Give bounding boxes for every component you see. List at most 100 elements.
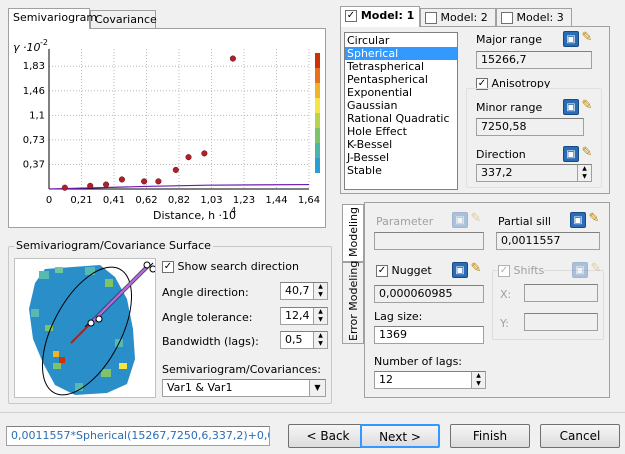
nugget-checkbox[interactable]: ✓	[376, 265, 388, 277]
model-type-item[interactable]: Spherical	[345, 47, 457, 60]
direction-handle[interactable]	[87, 319, 95, 327]
parameter-field	[374, 232, 484, 250]
shift-x-label: X:	[500, 288, 512, 301]
show-search-label: Show search direction	[177, 260, 299, 273]
back-button[interactable]: < Back	[288, 424, 368, 448]
tab-covariance-label: Covariance	[95, 13, 157, 26]
num-lags-value: 12	[379, 373, 393, 386]
data-point	[185, 154, 192, 161]
tab-model-1[interactable]: ✓ Model: 1	[340, 6, 420, 27]
vtab-modeling[interactable]: Modeling	[342, 204, 364, 262]
show-search-checkbox[interactable]: ✓	[162, 261, 174, 273]
model-type-list[interactable]: Circular Spherical Tetraspherical Pentasphe…	[344, 32, 458, 190]
shifts-label: Shifts	[513, 264, 545, 277]
next-button[interactable]: Next >	[360, 424, 440, 448]
direction-spinner[interactable]: ▲ ▼	[577, 165, 591, 181]
x-tick-label: 0,62	[135, 195, 157, 206]
model-type-item[interactable]: J-Bessel	[347, 151, 390, 164]
semicov-select[interactable]: Var1 & Var1 ▼	[162, 379, 326, 397]
nugget-value: 0,000060985	[379, 287, 453, 300]
partial-sill-value: 0,0011557	[501, 234, 561, 247]
y-tick-label: 0,37	[23, 159, 45, 170]
num-lags-label: Number of lags:	[374, 355, 462, 368]
major-range-field[interactable]: 15266,7	[476, 51, 592, 69]
formula-field[interactable]: 0,0011557*Spherical(15267,7250,6,337,2)+…	[6, 426, 270, 446]
angle-tolerance-spinner[interactable]: ▲ ▼	[313, 308, 327, 324]
model-type-item[interactable]: Gaussian	[347, 99, 398, 112]
model-type-item[interactable]: Tetraspherical	[347, 60, 425, 73]
chevron-down-icon[interactable]: ▼	[309, 380, 325, 396]
data-point	[61, 184, 68, 191]
num-lags-field[interactable]: 12 ▲ ▼	[374, 371, 486, 389]
colorbar-segment	[315, 53, 320, 68]
num-lags-spinner[interactable]: ▲ ▼	[471, 372, 485, 388]
angle-direction-field[interactable]: 40,7 ▲ ▼	[280, 282, 328, 300]
nugget-field[interactable]: 0,000060985	[374, 285, 484, 303]
model-2-checkbox[interactable]	[425, 12, 437, 24]
tab-model-3-label: Model: 3	[516, 11, 564, 24]
model-type-item[interactable]: Pentaspherical	[347, 73, 428, 86]
parameter-label: Parameter	[376, 215, 434, 228]
colorbar-segment	[315, 158, 320, 173]
y-tick-label: 1,46	[23, 86, 45, 97]
anisotropy-toggle[interactable]: ✓ Anisotropy	[476, 77, 550, 90]
model-3-checkbox[interactable]	[501, 12, 513, 24]
colorbar-segment	[315, 128, 320, 143]
direction-value: 337,2	[481, 166, 513, 179]
pencil-icon[interactable]: ✎	[470, 261, 482, 276]
y-axis-label: γ ·10	[13, 41, 41, 54]
show-search-direction[interactable]: ✓ Show search direction	[162, 260, 299, 273]
model-type-item[interactable]: Exponential	[347, 86, 413, 99]
tab-semivariogram[interactable]: Semivariogram	[8, 8, 97, 29]
pencil-icon[interactable]: ✎	[588, 211, 600, 226]
model-type-item[interactable]: Hole Effect	[347, 125, 407, 138]
angle-tolerance-field[interactable]: 12,4 ▲ ▼	[280, 307, 328, 325]
minor-range-value: 7250,58	[481, 120, 527, 133]
lag-size-field[interactable]: 1369	[374, 326, 484, 344]
nugget-toggle[interactable]: ✓ Nugget	[376, 264, 432, 277]
x-tick-label: 0,82	[168, 195, 190, 206]
surface-map-svg	[29, 261, 157, 396]
pencil-icon[interactable]: ✎	[581, 145, 593, 160]
surface-map[interactable]	[14, 258, 157, 398]
semicov-value: Var1 & Var1	[167, 381, 233, 394]
minor-range-field[interactable]: 7250,58	[476, 118, 584, 136]
data-point	[229, 55, 236, 62]
tab-model-3[interactable]: Model: 3	[496, 8, 572, 27]
angle-direction-spinner[interactable]: ▲ ▼	[313, 283, 327, 299]
save-icon[interactable]: ▣	[570, 212, 586, 228]
angle-direction-value: 40,7	[285, 284, 310, 297]
model-type-item[interactable]: K-Bessel	[347, 138, 393, 151]
model-type-item[interactable]: Circular	[347, 34, 390, 47]
save-icon[interactable]: ▣	[563, 31, 579, 47]
partial-sill-label: Partial sill	[498, 215, 551, 228]
model-1-checkbox[interactable]: ✓	[345, 10, 357, 22]
direction-label: Direction	[476, 148, 526, 161]
data-point	[155, 178, 162, 185]
tab-model-2[interactable]: Model: 2	[420, 8, 496, 27]
tab-covariance[interactable]: Covariance	[90, 10, 157, 29]
pencil-icon[interactable]: ✎	[581, 30, 593, 45]
save-icon[interactable]: ▣	[563, 99, 579, 115]
save-icon[interactable]: ▣	[452, 262, 468, 278]
y-tick-label: 1,1	[29, 110, 45, 121]
divider	[0, 412, 625, 413]
semivariogram-chart: 0 0,21 0,41 0,62 0,82 1,03 1,23 1,44 1,64 0,37 0,7…	[13, 38, 320, 222]
model-type-item[interactable]: Rational Quadratic	[347, 112, 450, 125]
vtab-error-modeling[interactable]: Error Modeling	[342, 261, 364, 344]
save-icon[interactable]: ▣	[563, 146, 579, 162]
data-point	[141, 178, 148, 185]
x-axis-label: Distance, h ·10	[153, 209, 236, 222]
model-type-item[interactable]: Stable	[347, 164, 382, 177]
pencil-icon[interactable]: ✎	[581, 98, 593, 113]
tolerance-handle[interactable]	[95, 315, 103, 323]
x-tick-label: 0	[46, 195, 52, 206]
finish-button[interactable]: Finish	[450, 424, 530, 448]
angle-direction-label: Angle direction:	[162, 286, 249, 299]
vtab-modeling-label: Modeling	[347, 206, 360, 257]
cancel-button[interactable]: Cancel	[540, 424, 620, 448]
bandwidth-field[interactable]: 0,5 ▲ ▼	[280, 331, 328, 349]
partial-sill-field[interactable]: 0,0011557	[496, 232, 600, 250]
direction-field[interactable]: 337,2 ▲ ▼	[476, 164, 592, 182]
bandwidth-spinner[interactable]: ▲ ▼	[313, 332, 327, 348]
